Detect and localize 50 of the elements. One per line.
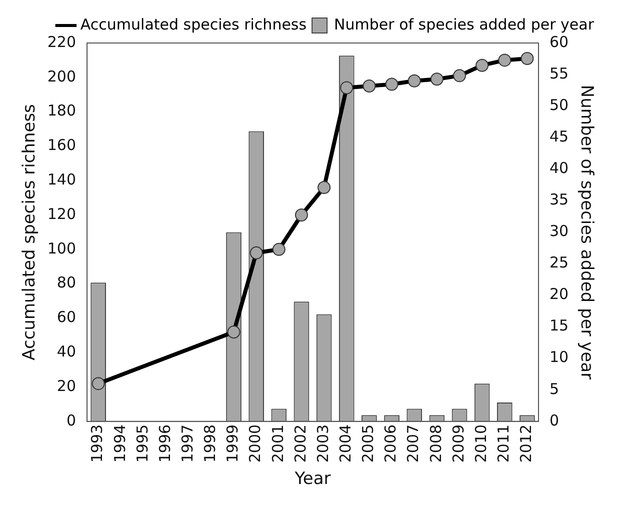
x-tick-label: 1998 [201, 424, 220, 463]
x-tick-label: 2010 [472, 424, 490, 463]
x-tick-label: 2008 [426, 424, 445, 463]
x-tick-label: 1996 [156, 424, 174, 463]
x-tick-label: 2011 [494, 424, 513, 463]
y2-tick-label: 50 [550, 96, 569, 114]
y2-tick-label: 60 [550, 32, 569, 51]
y2-tick-label: 5 [550, 380, 560, 398]
y2-tick-label: 55 [550, 64, 569, 82]
y-tick-label: 140 [47, 170, 76, 188]
x-tick-label: 1993 [88, 424, 106, 463]
y-tick-label: 0 [66, 411, 76, 430]
y-tick-label: 20 [56, 376, 76, 395]
x-tick-label: 2007 [404, 424, 422, 463]
x-tick-label: 1997 [178, 424, 197, 463]
legend-label: Number of species added per year [334, 15, 595, 34]
y-tick-label: 80 [56, 274, 76, 292]
x-tick-label: 2003 [314, 424, 332, 463]
x-tick-label: 2004 [336, 424, 355, 463]
y-tick-label: 40 [56, 342, 76, 361]
y2-tick-label: 10 [550, 348, 569, 366]
y-tick-label: 60 [56, 308, 76, 326]
x-tick-label: 1999 [224, 424, 242, 463]
y2-tick-label: 25 [550, 254, 569, 272]
y2-tick-label: 35 [550, 190, 569, 209]
y2-tick-label: 40 [550, 159, 569, 178]
x-tick-label: 2000 [246, 424, 264, 463]
legend-label: Accumulated species richness [80, 15, 307, 34]
x-tick-label: 1994 [110, 424, 129, 463]
x-tick-label: 1995 [133, 424, 152, 463]
y-tick-label: 160 [47, 136, 76, 154]
x-tick-label: 2002 [291, 424, 310, 463]
x-tick-label: 2012 [517, 424, 536, 463]
y-tick-label: 220 [47, 32, 76, 51]
x-tick-label: 2006 [382, 424, 400, 463]
x-tick-label: 2001 [268, 424, 287, 463]
y-tick-label: 180 [47, 102, 76, 120]
x-tick-label: 2005 [359, 424, 378, 463]
y-tick-label: 120 [47, 204, 76, 223]
y2-tick-label: 0 [550, 411, 560, 430]
y2-tick-label: 15 [550, 316, 569, 335]
y-axis-title: Accumulated species richness [20, 104, 40, 360]
y2-axis-title: Number of species added per year [576, 84, 596, 380]
x-axis-title: Year [294, 469, 331, 490]
x-tick-label: 2009 [449, 424, 468, 463]
y-tick-label: 100 [47, 239, 76, 258]
y2-tick-label: 30 [550, 222, 569, 240]
y2-tick-label: 20 [550, 285, 569, 304]
y-tick-label: 200 [47, 67, 76, 86]
y2-tick-label: 45 [550, 127, 569, 146]
